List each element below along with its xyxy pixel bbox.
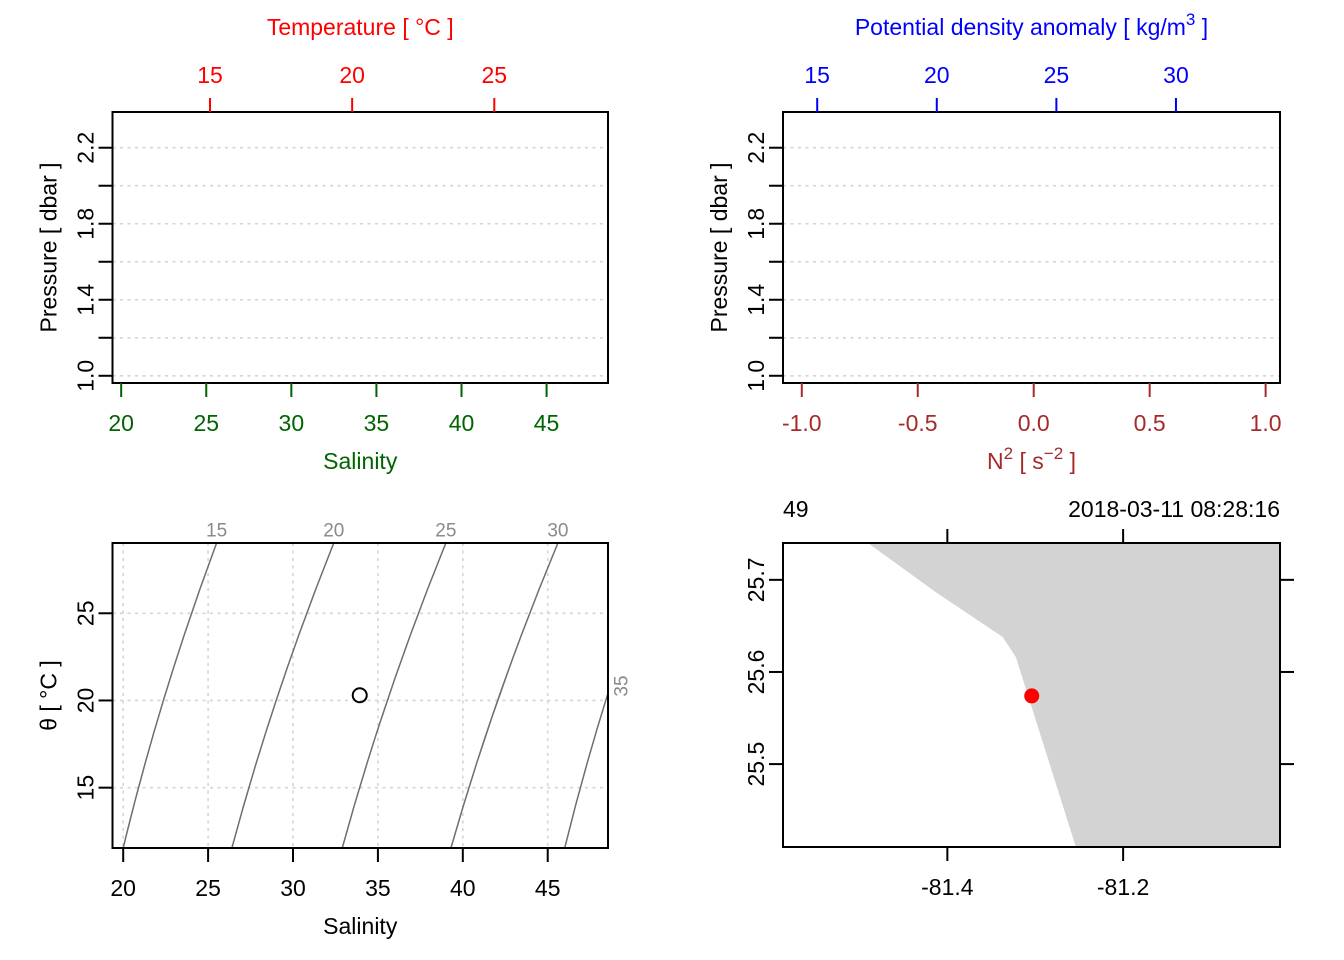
tick-label: 20	[73, 688, 99, 714]
cast-datetime: 2018-03-11 08:28:16	[1068, 496, 1280, 522]
tick-label: 30	[279, 410, 305, 436]
tick-label: 25	[195, 875, 221, 901]
tick-label: 30	[280, 875, 306, 901]
isopycnal-label: 15	[206, 521, 227, 542]
axis-title: Salinity	[323, 913, 398, 939]
tick-label: 25	[481, 62, 507, 88]
tick-label: 1.4	[743, 284, 769, 316]
panel-profile-density-n2: -1.0 -0.5 0.0 0.5 1.0 N2 [ s−2 ] 15 20 25 30 Poten…	[706, 10, 1282, 475]
plot-box	[111, 542, 609, 849]
tick-label: 25.7	[743, 557, 769, 602]
tick-label: -81.2	[1097, 874, 1149, 900]
tick-label: 35	[364, 410, 390, 436]
ts-point-marker	[351, 687, 368, 704]
tick-label: 45	[534, 410, 560, 436]
isopycnal-label: 30	[547, 521, 568, 542]
tick-label: 40	[450, 875, 476, 901]
tick-label: 1.0	[743, 360, 769, 392]
tick-label: 15	[197, 62, 223, 88]
tick-label: -1.0	[782, 410, 822, 436]
isopycnal-line	[341, 543, 447, 848]
axis-title: Pressure [ dbar ]	[706, 162, 732, 332]
tick-label: 0.5	[1134, 410, 1166, 436]
axis-title: Potential density anomaly [ kg/m3 ]	[855, 10, 1208, 41]
panel-profile-temperature-salinity: 20 25 30 35 40 45 Salinity 15 20 25 Temperature [ …	[36, 14, 609, 474]
tick-label: 25	[1044, 62, 1070, 88]
tick-label: 1.0	[1250, 410, 1282, 436]
axis-title: Pressure [ dbar ]	[36, 162, 62, 332]
isopycnal-group	[122, 543, 608, 848]
land-polygon	[867, 543, 1280, 847]
axis-title: Salinity	[323, 448, 398, 474]
map-land-group	[867, 543, 1280, 847]
tick-label: 1.4	[73, 284, 99, 316]
isopycnal-label: 25	[435, 521, 456, 542]
tick-label: 1.0	[73, 360, 99, 392]
tick-label: -0.5	[898, 410, 938, 436]
station-marker	[1024, 688, 1040, 704]
tick-label: 0.0	[1018, 410, 1050, 436]
tick-label: 15	[804, 62, 830, 88]
plot-box	[782, 542, 1281, 848]
plot-box	[111, 111, 609, 384]
tick-label: 45	[535, 875, 561, 901]
isopycnal-line	[231, 543, 335, 848]
tick-label: 1.8	[743, 208, 769, 240]
axis-title: Temperature [ °C ]	[267, 14, 454, 40]
tick-label: 2.2	[743, 132, 769, 164]
tick-label: 40	[449, 410, 475, 436]
axis-title: θ [ °C ]	[36, 660, 62, 731]
tick-label: 35	[365, 875, 391, 901]
tick-label: 25.5	[743, 742, 769, 787]
axis-title: N2 [ s−2 ]	[987, 444, 1076, 475]
tick-label: 1.8	[73, 208, 99, 240]
tick-label: 2.2	[73, 132, 99, 164]
tick-label: 25	[73, 600, 99, 626]
tick-label: 20	[339, 62, 365, 88]
isopycnal-label: 20	[323, 521, 344, 542]
tick-label: 20	[108, 410, 134, 436]
plot-box	[782, 111, 1281, 384]
tick-label: 25.6	[743, 650, 769, 695]
tick-label: 20	[924, 62, 950, 88]
isopycnal-line	[122, 543, 218, 848]
panel-station-map: -81.4 -81.2 25.7 25.6 25.5 49 2018-03-11 08:28…	[743, 496, 1294, 900]
panel-ts-diagram: 15 20 25 30 35 20 25 30 35 40 45 Salinity 25 20 15 θ [ …	[36, 521, 633, 940]
tick-label: 25	[193, 410, 219, 436]
isopycnal-line	[450, 543, 559, 848]
tick-label: 30	[1163, 62, 1189, 88]
tick-label: 20	[110, 875, 136, 901]
station-number: 49	[783, 496, 809, 522]
tick-label: 15	[73, 775, 99, 801]
tick-label: -81.4	[921, 874, 974, 900]
isopycnal-label: 35	[612, 675, 633, 696]
